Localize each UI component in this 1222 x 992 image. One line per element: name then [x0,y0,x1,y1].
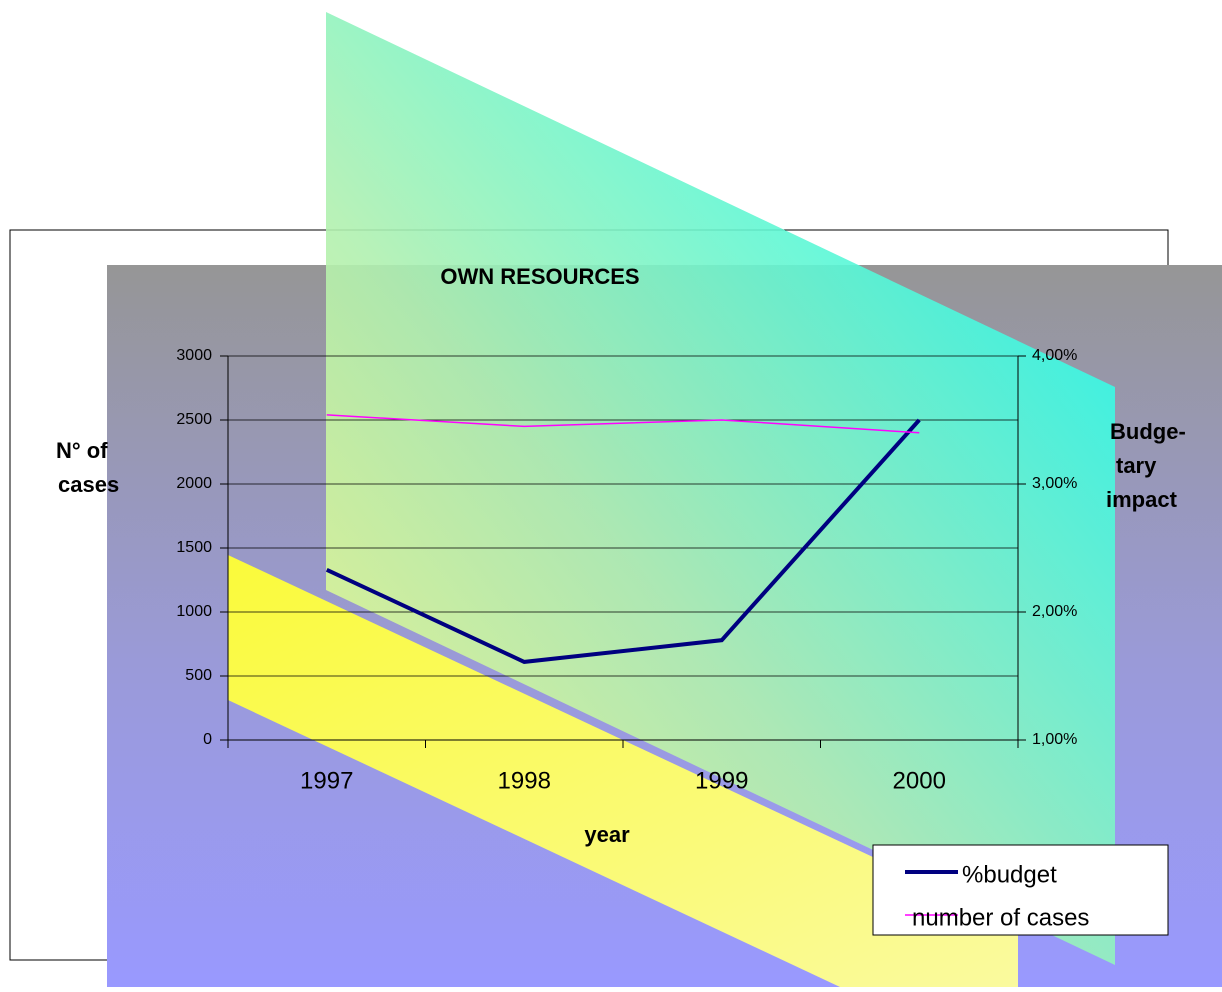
chart-title: OWN RESOURCES [440,264,639,289]
series-line [325,418,921,664]
decor-band [326,12,1115,965]
y-tick-label: 2000 [176,475,212,492]
y2-axis-label: tary [1116,453,1157,478]
y2-axis-label: impact [1106,487,1178,512]
y-axis-label: N° of [56,438,108,463]
y2-tick-label: 3,00% [1032,475,1077,492]
x-tick-label: 2000 [893,767,946,794]
y2-tick-label: 1,00% [1032,731,1077,748]
y-tick-label: 2500 [176,411,212,428]
y-tick-label: 1000 [176,603,212,620]
legend-label: %budget [962,861,1057,888]
y2-tick-label: 4,00% [1032,347,1077,364]
y-tick-label: 500 [185,667,212,684]
y-tick-label: 1500 [176,539,212,556]
x-tick-label: 1997 [300,767,353,794]
series-line [326,414,920,434]
y-tick-label: 3000 [176,347,212,364]
y-axis-label: cases [58,472,119,497]
decor-band [228,555,1018,987]
x-tick-label: 1998 [498,767,551,794]
x-axis-label: year [584,822,630,847]
legend [872,844,1169,936]
x-tick-label: 1999 [695,767,748,794]
legend-label: number of cases [912,904,1089,931]
y2-tick-label: 2,00% [1032,603,1077,620]
y-tick-label: 0 [203,731,212,748]
y2-axis-label: Budge- [1110,419,1186,444]
